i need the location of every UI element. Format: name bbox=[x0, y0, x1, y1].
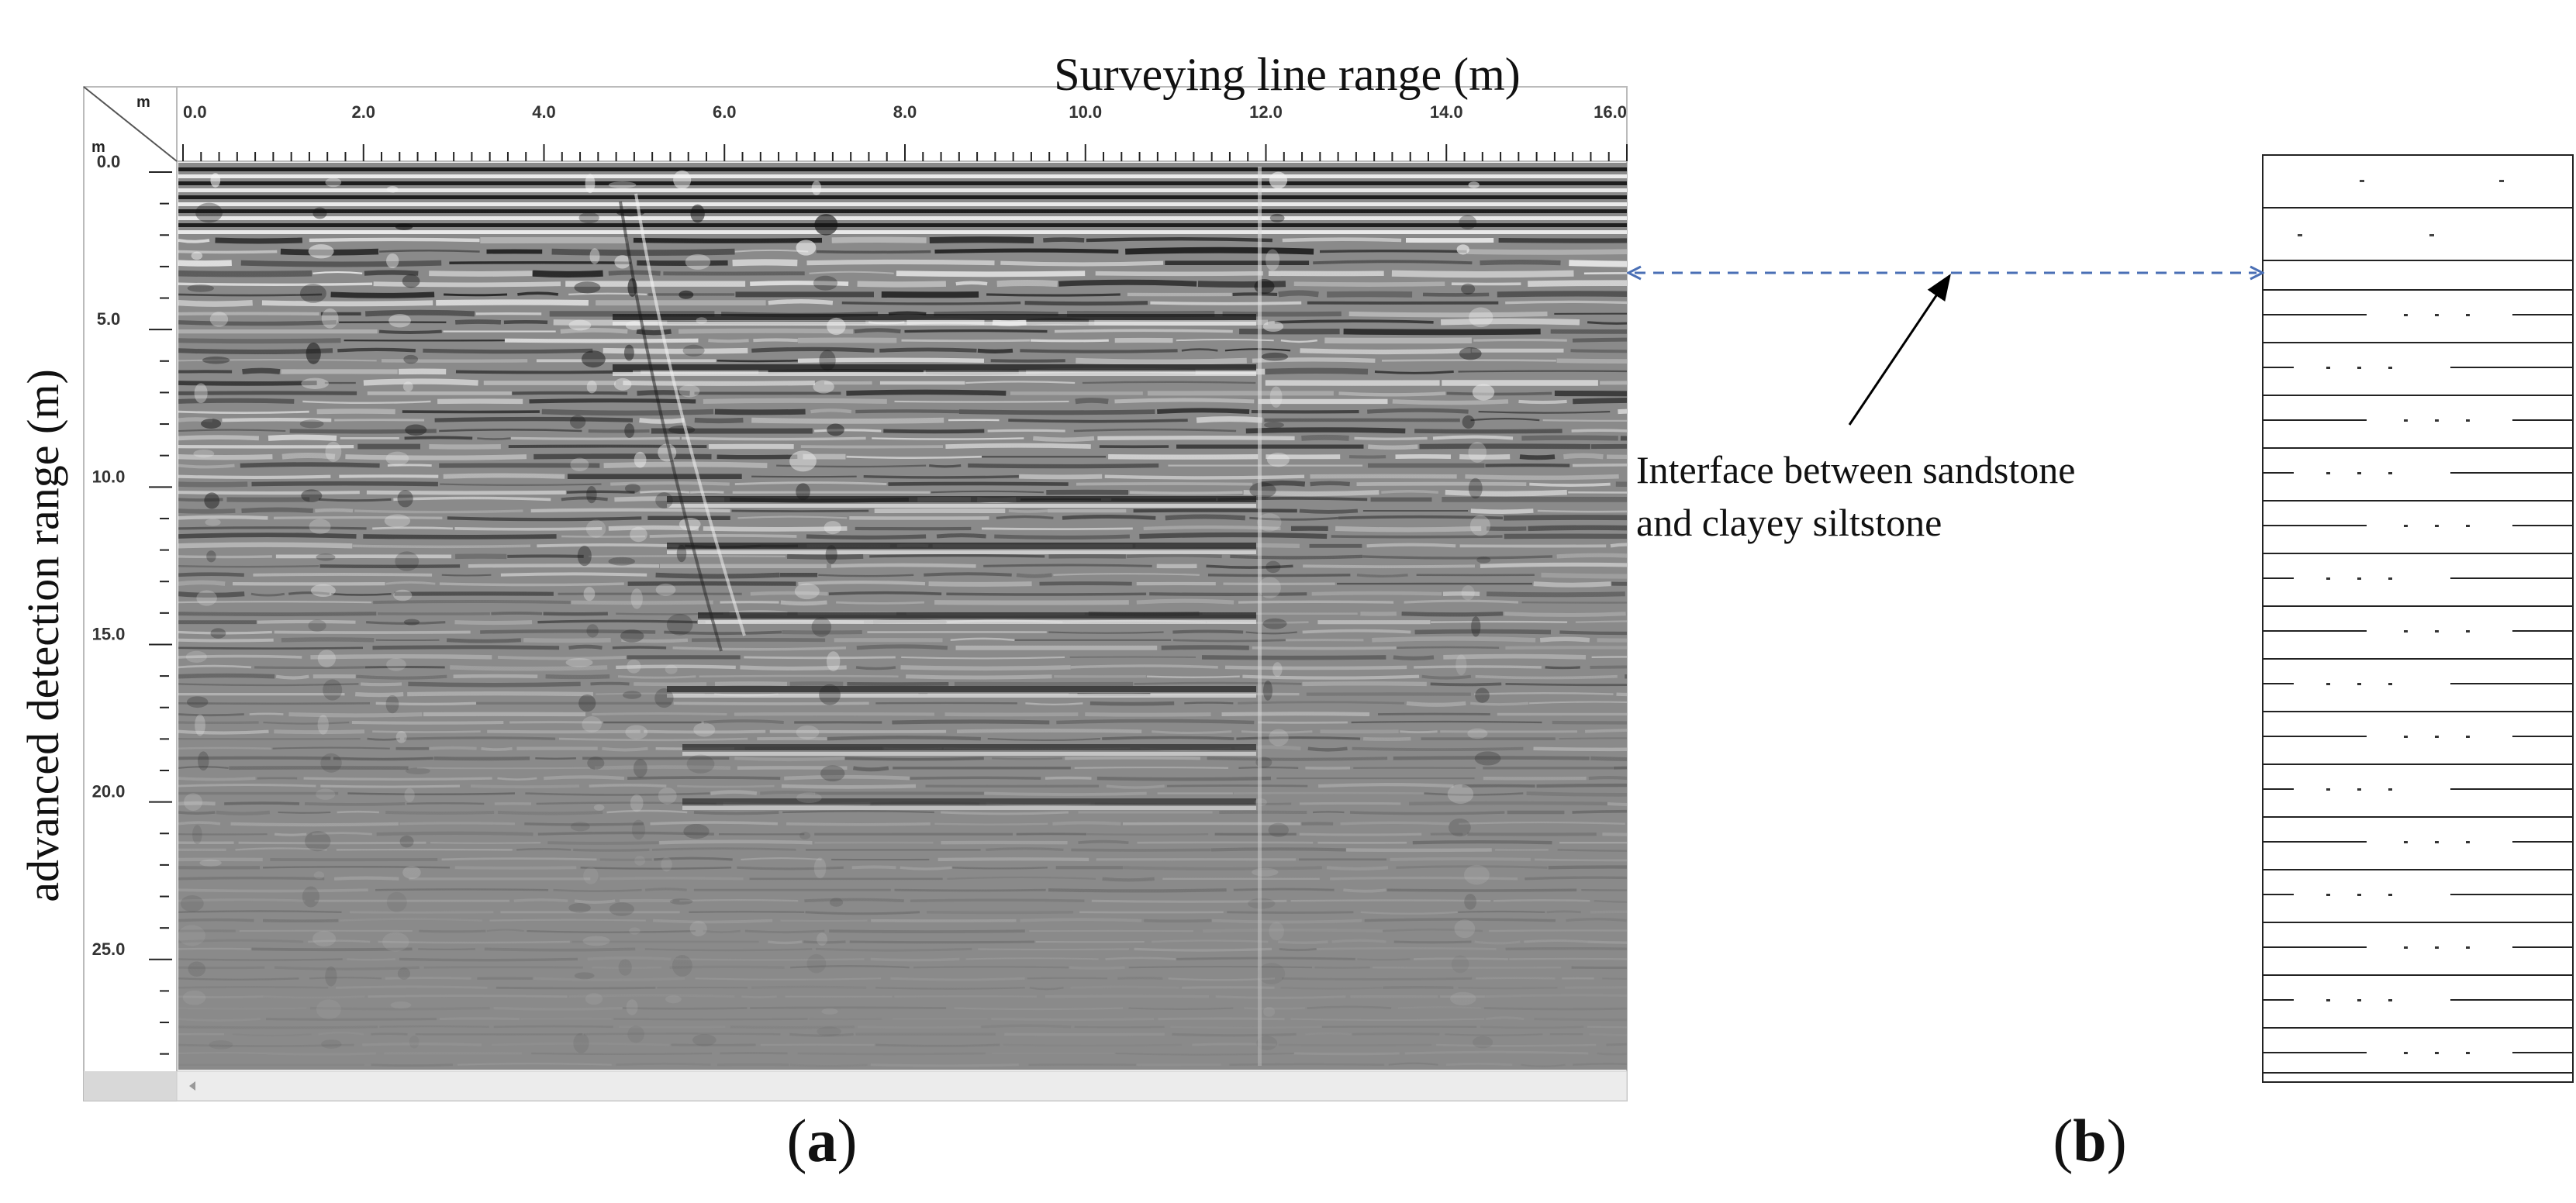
corner-divider bbox=[83, 86, 178, 162]
interface-annotation: Interface between sandstone and clayey s… bbox=[1636, 443, 2075, 549]
depth-axis-panel bbox=[83, 86, 178, 1101]
distance-axis-panel bbox=[176, 86, 1628, 162]
y-tick-label: 0.0 bbox=[97, 152, 121, 171]
lithology-column bbox=[2262, 154, 2574, 1083]
y-tick-label: 20.0 bbox=[92, 782, 126, 801]
horizontal-scrollbar[interactable] bbox=[176, 1070, 1628, 1101]
radargram-image bbox=[178, 163, 1627, 1070]
x-tick-label: 10.0 bbox=[1069, 102, 1102, 122]
pointer-arrow bbox=[1848, 274, 1951, 426]
panel-a-letter: a bbox=[806, 1107, 837, 1174]
x-tick-label: 16.0 bbox=[1594, 102, 1627, 122]
y-tick-label: 25.0 bbox=[92, 939, 126, 959]
depth-axis-ticks: 0.0 5.0 10.0 15.0 20.0 25.0 bbox=[92, 152, 172, 1055]
panel-a-label: (a) bbox=[786, 1107, 858, 1174]
x-tick-label: 6.0 bbox=[713, 102, 737, 122]
scroll-left-arrow-icon[interactable] bbox=[189, 1081, 195, 1091]
y-tick-label: 15.0 bbox=[92, 624, 126, 643]
annotation-line-2: and clayey siltstone bbox=[1636, 501, 1942, 544]
x-tick-label: 4.0 bbox=[532, 102, 556, 122]
corner-unit-y: m bbox=[92, 139, 105, 156]
corner-unit-x: m bbox=[136, 94, 150, 111]
y-tick-label: 10.0 bbox=[92, 467, 126, 486]
distance-axis-ticks: 0.0 2.0 4.0 6.0 8.0 10.0 12.0 14.0 16.0 bbox=[182, 102, 1628, 161]
x-axis-title: Surveying line range (m) bbox=[1054, 49, 1521, 100]
panel-b-letter: b bbox=[2073, 1107, 2107, 1174]
y-axis-title: advanced detection range (m) bbox=[18, 369, 68, 902]
x-tick-label: 12.0 bbox=[1249, 102, 1283, 122]
x-tick-label: 14.0 bbox=[1430, 102, 1463, 122]
x-tick-label: 0.0 bbox=[183, 102, 207, 122]
corner-bottom-block bbox=[84, 1071, 177, 1101]
x-tick-label: 2.0 bbox=[351, 102, 375, 122]
x-tick-label: 8.0 bbox=[893, 102, 917, 122]
y-tick-label: 5.0 bbox=[97, 309, 121, 329]
panel-b-label: (b) bbox=[2053, 1107, 2127, 1174]
annotation-line-1: Interface between sandstone bbox=[1636, 448, 2076, 491]
